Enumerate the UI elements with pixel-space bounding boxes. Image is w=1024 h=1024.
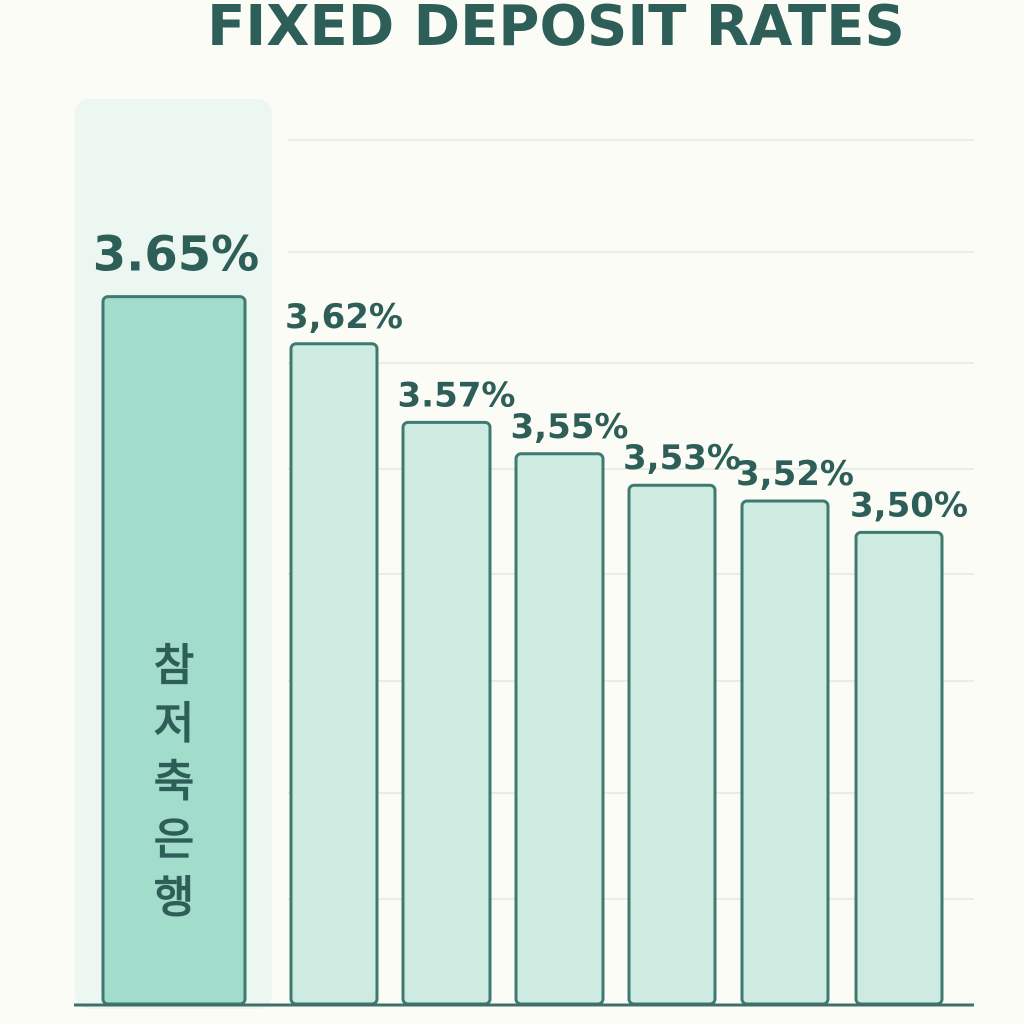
bar	[289, 342, 379, 1006]
value-label: 3.65%	[93, 227, 260, 283]
bar	[740, 499, 830, 1006]
value-label: 3,55%	[511, 407, 629, 447]
category-label-char: 참	[154, 640, 194, 691]
bars	[101, 295, 944, 1006]
value-label: 3,62%	[285, 297, 403, 337]
value-label: 3,50%	[850, 485, 968, 525]
value-label: 3,52%	[736, 454, 854, 494]
category-label-char: 축	[154, 756, 194, 807]
category-label-char: 저	[154, 698, 194, 749]
category-label-char: 은	[154, 814, 194, 865]
bar	[854, 530, 944, 1006]
category-label-char: 행	[154, 872, 194, 923]
value-label: 3.57%	[398, 375, 516, 415]
chart-title: FIXED DEPOSIT RATES	[207, 0, 905, 59]
bar	[627, 483, 717, 1006]
value-label: 3,53%	[623, 438, 741, 478]
bar	[514, 452, 605, 1006]
bar	[401, 420, 492, 1006]
